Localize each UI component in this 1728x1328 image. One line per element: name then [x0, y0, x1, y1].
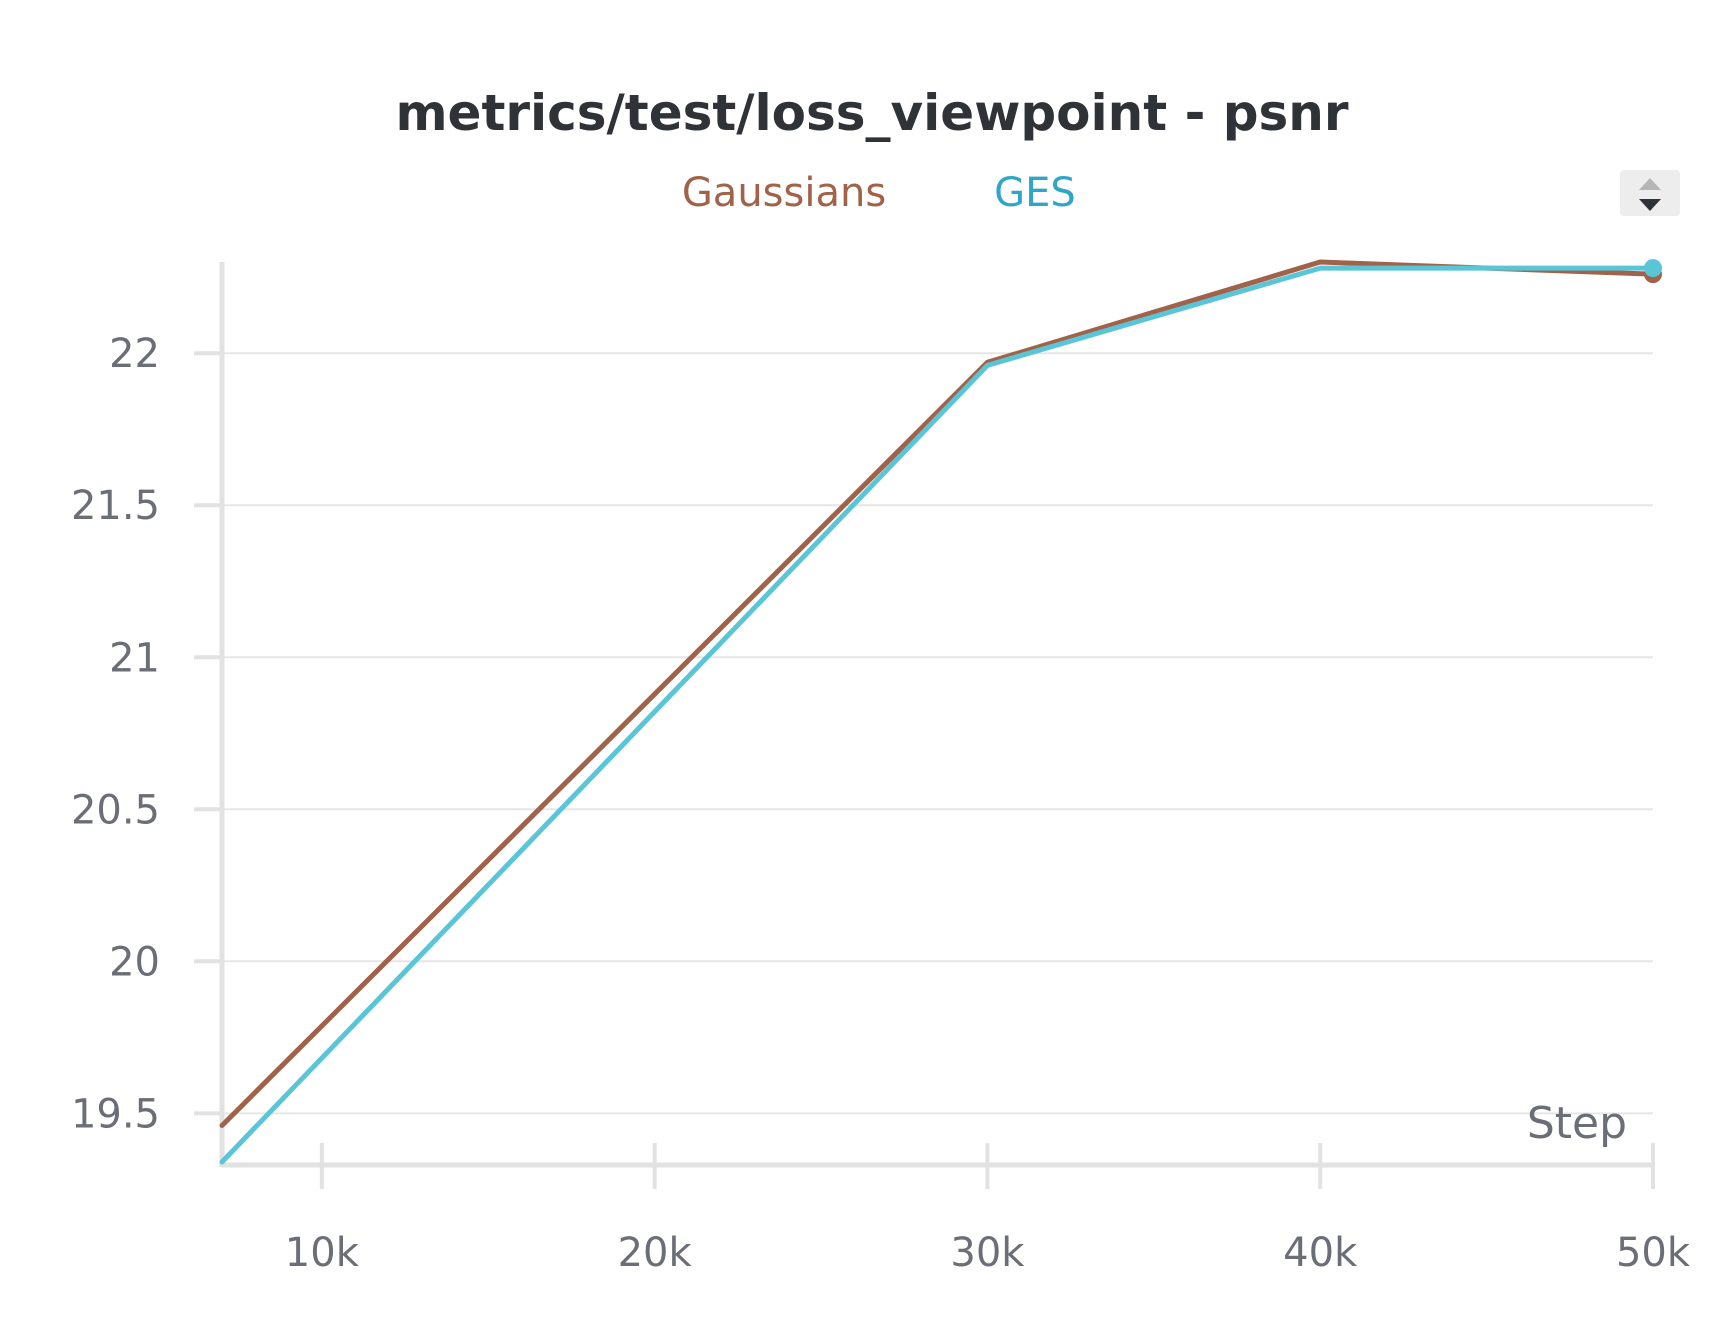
x-axis-title: Step	[1527, 1098, 1627, 1149]
x-tick-label: 30k	[950, 1230, 1025, 1276]
series-line-gaussians	[219, 259, 1656, 1128]
x-tick-label: 40k	[1283, 1230, 1358, 1276]
scroll-up-icon	[1639, 178, 1661, 190]
series-end-marker-ges	[1644, 259, 1662, 278]
legend-scroll-background	[1620, 170, 1680, 216]
grid-lines	[222, 352, 1653, 1115]
x-tick-label: 50k	[1616, 1230, 1691, 1276]
legend-item-gaussians[interactable]: Gaussians	[682, 170, 886, 216]
legend-scroll-button[interactable]	[1620, 170, 1680, 216]
x-tick-label: 10k	[285, 1230, 360, 1276]
y-tick-label: 20	[109, 939, 160, 985]
chart-title: metrics/test/loss_viewpoint - psnr	[395, 84, 1348, 142]
y-tick-label: 20.5	[71, 787, 160, 833]
y-tick-label: 21.5	[71, 483, 160, 529]
series-line-ges	[219, 265, 1656, 1165]
y-tick-label: 19.5	[71, 1091, 160, 1137]
x-tick-label: 20k	[618, 1230, 693, 1276]
axes	[194, 262, 1655, 1189]
y-tick-label: 21	[109, 635, 160, 681]
legend: Gaussians GES	[682, 170, 1076, 216]
y-tick-label: 22	[109, 331, 160, 377]
scroll-down-icon	[1639, 199, 1661, 211]
tick-labels: 19.5 20 20.5 21 21.5 22 10k 20k 30k 40k 50k	[71, 331, 1691, 1276]
plot-area	[219, 259, 1662, 1165]
legend-item-ges[interactable]: GES	[994, 170, 1076, 216]
